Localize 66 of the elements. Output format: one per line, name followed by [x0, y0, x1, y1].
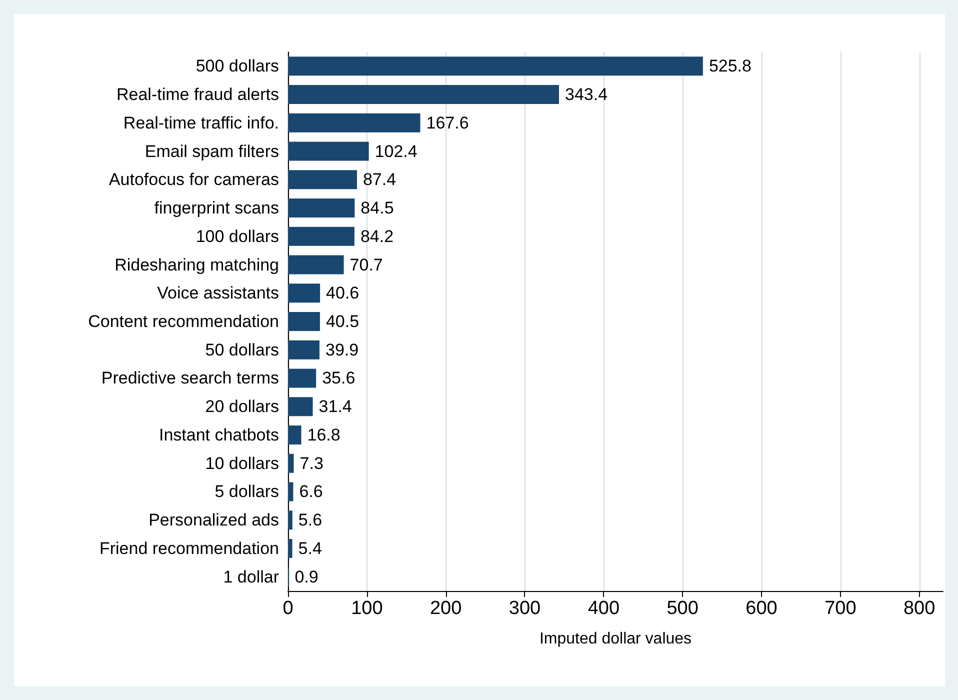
y-tick-label: Voice assistants	[157, 284, 279, 303]
x-tick-label: 500	[666, 598, 698, 619]
bar	[288, 368, 316, 388]
data-label: 102.4	[374, 142, 418, 161]
data-label: 70.7	[350, 255, 383, 274]
bar	[288, 510, 292, 530]
data-label: 343.4	[564, 85, 608, 104]
y-tick-label: Email spam filters	[144, 142, 279, 161]
bar	[288, 454, 294, 473]
y-tick-label: 5 dollars	[214, 482, 279, 502]
x-tick-label: 300	[508, 598, 541, 619]
x-tick-label: 200	[430, 598, 462, 619]
x-tick-label: 700	[824, 598, 856, 619]
y-tick-label: 20 dollars	[205, 397, 279, 416]
data-label: 525.8	[708, 56, 752, 76]
data-label: 40.6	[326, 284, 360, 303]
bar	[288, 425, 302, 444]
y-tick-label: Real-time fraud alerts	[116, 85, 279, 104]
x-tick-label: 800	[903, 598, 936, 619]
x-axis-title: Imputed dollar values	[539, 630, 692, 648]
y-tick-label: Instant chatbots	[158, 425, 279, 444]
y-tick-label: 500 dollars	[196, 56, 279, 76]
bar	[288, 340, 320, 360]
bar	[288, 170, 357, 190]
y-tick-label: Predictive search terms	[101, 368, 279, 388]
y-tick-label: 10 dollars	[205, 454, 279, 473]
data-label: 5.6	[298, 510, 322, 530]
data-label: 31.4	[318, 397, 352, 416]
data-label: 40.5	[326, 312, 360, 331]
bar	[288, 56, 703, 76]
y-tick-label: 1 dollar	[223, 567, 280, 586]
bar	[288, 538, 292, 558]
x-tick-label: 600	[746, 598, 778, 619]
bar	[288, 85, 559, 104]
bar	[288, 142, 369, 161]
data-label: 35.6	[322, 368, 356, 388]
y-tick-label: 100 dollars	[196, 226, 279, 246]
data-label: 84.5	[360, 198, 394, 218]
bar	[288, 397, 313, 416]
data-label: 39.9	[325, 340, 359, 360]
bar	[288, 255, 344, 274]
y-tick-label: 50 dollars	[205, 340, 279, 360]
bar	[288, 198, 355, 218]
data-label: 5.4	[298, 538, 322, 558]
data-label: 167.6	[426, 113, 469, 132]
bar	[288, 226, 354, 246]
bar	[288, 482, 294, 502]
y-tick-label: Autofocus for cameras	[108, 170, 279, 190]
data-label: 6.6	[299, 482, 323, 502]
y-tick-label: Ridesharing matching	[114, 255, 279, 274]
data-label: 87.4	[362, 170, 396, 190]
data-label: 84.2	[360, 226, 394, 246]
bar	[288, 312, 320, 331]
bar	[288, 284, 320, 303]
x-tick-label: 100	[351, 598, 383, 619]
y-tick-label: Real-time traffic info.	[123, 113, 279, 132]
y-tick-label: fingerprint scans	[154, 198, 279, 218]
y-tick-label: Content recommendation	[88, 312, 279, 331]
data-label: 0.9	[294, 567, 318, 586]
y-tick-label: Friend recommendation	[99, 538, 279, 558]
bar	[288, 113, 420, 132]
x-tick-label: 400	[588, 598, 620, 619]
y-tick-label: Personalized ads	[148, 510, 279, 530]
data-label: 16.8	[307, 425, 340, 444]
data-label: 7.3	[300, 454, 324, 473]
x-tick-label: 0	[282, 598, 294, 619]
